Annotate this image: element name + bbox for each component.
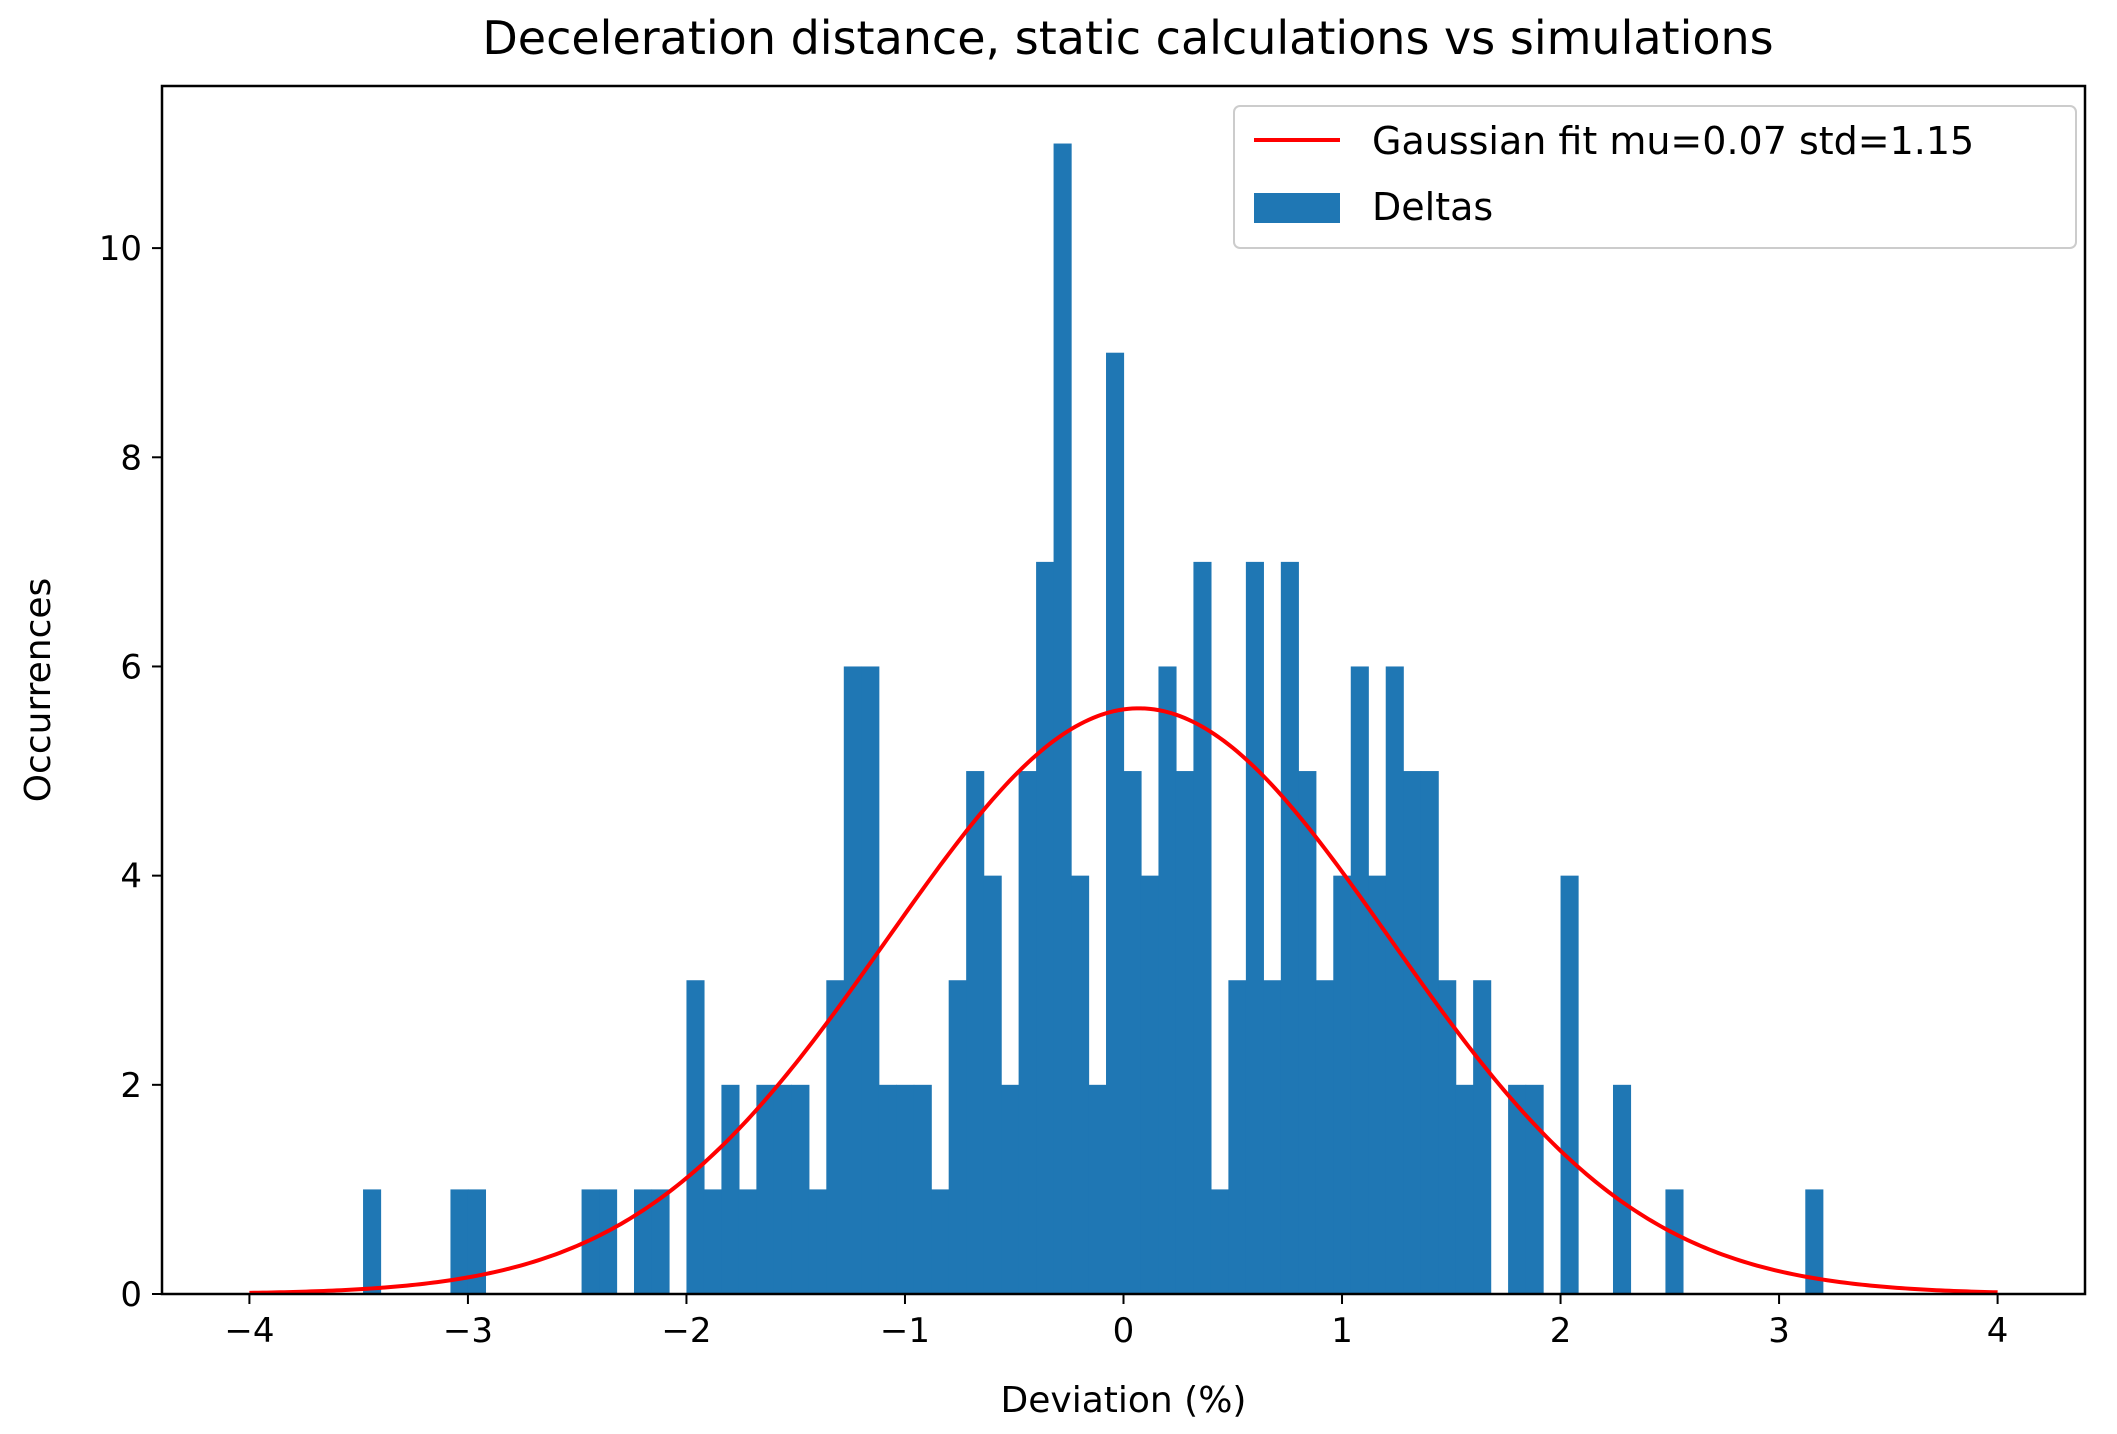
histogram-bar <box>861 666 880 1294</box>
y-tick-label: 6 <box>120 647 142 687</box>
histogram-bar <box>1612 1084 1632 1294</box>
gaussian-fit-line <box>249 706 1998 1295</box>
histogram-bar <box>599 1189 618 1294</box>
y-tick-label: 8 <box>120 438 142 478</box>
histogram-bar <box>1350 666 1369 1294</box>
histogram-bar <box>983 875 1002 1294</box>
histogram-bar <box>826 980 845 1294</box>
x-tick-label: 3 <box>1768 1311 1790 1351</box>
histogram-bar <box>1071 875 1090 1294</box>
histogram-bar <box>1018 771 1037 1294</box>
histogram-bar <box>1508 1084 1527 1294</box>
histogram-bar <box>896 1084 915 1294</box>
legend-deltas-swatch <box>1254 193 1340 223</box>
histogram-bar <box>1088 1084 1107 1294</box>
y-tick-label: 4 <box>120 857 142 897</box>
histogram-bar <box>1560 875 1579 1294</box>
histogram-bar <box>1298 771 1317 1294</box>
histogram-bar <box>966 771 985 1294</box>
legend-box <box>1233 105 2077 249</box>
histogram-bar <box>1123 771 1142 1294</box>
histogram-bar <box>1438 980 1457 1294</box>
x-axis-ticks: −4 −3 −2 −1 0 1 2 3 4 <box>224 1294 2008 1351</box>
y-tick-label: 2 <box>120 1066 142 1106</box>
histogram-bar <box>1403 771 1422 1294</box>
histogram-bar <box>721 1084 740 1294</box>
histogram-bar <box>363 1189 382 1294</box>
chart-title: Deceleration distance, static calculatio… <box>482 11 1773 65</box>
histogram-bar <box>1473 980 1492 1294</box>
histogram-bar <box>1665 1189 1684 1294</box>
histogram-bar <box>1175 771 1195 1294</box>
x-axis-label: Deviation (%) <box>1001 1380 1247 1421</box>
histogram-bar <box>808 1189 827 1294</box>
histogram-bars <box>363 143 1824 1294</box>
histogram-bar <box>1106 352 1125 1294</box>
histogram-bar <box>1385 666 1404 1294</box>
histogram-bar <box>467 1189 487 1294</box>
histogram-bar <box>1158 666 1177 1294</box>
histogram-bar <box>738 1189 757 1294</box>
histogram-bar <box>1315 980 1334 1294</box>
histogram-bar <box>1193 561 1212 1294</box>
histogram-bar <box>1525 1084 1544 1294</box>
histogram-bar <box>1368 875 1387 1294</box>
legend-fit-label: Gaussian fit mu=0.07 std=1.15 <box>1372 119 1974 163</box>
legend: Gaussian fit mu=0.07 std=1.15 Deltas <box>1233 105 2077 249</box>
histogram-bar <box>1805 1189 1824 1294</box>
y-axis-label: Occurrences <box>18 578 59 803</box>
histogram-bar <box>703 1189 723 1294</box>
histogram-bar <box>651 1189 670 1294</box>
histogram-bar <box>1280 561 1299 1294</box>
x-tick-label: −2 <box>661 1311 711 1351</box>
x-tick-label: 4 <box>1987 1311 2009 1351</box>
legend-deltas-label: Deltas <box>1372 185 1493 229</box>
x-tick-label: −4 <box>224 1311 274 1351</box>
histogram-bar <box>1210 1189 1229 1294</box>
histogram-bar <box>913 1084 932 1294</box>
x-tick-label: 2 <box>1550 1311 1572 1351</box>
histogram-bar <box>843 666 862 1294</box>
histogram-bar <box>948 980 967 1294</box>
histogram-bar <box>1001 1084 1020 1294</box>
histogram-bar <box>1228 980 1247 1294</box>
x-tick-label: −3 <box>443 1311 493 1351</box>
histogram-bar <box>1333 875 1352 1294</box>
y-tick-label: 0 <box>120 1275 142 1315</box>
histogram-bar <box>1036 561 1055 1294</box>
histogram-bar <box>878 1084 897 1294</box>
histogram-bar <box>1140 875 1160 1294</box>
histogram-bar <box>1053 143 1072 1294</box>
histogram-bar <box>1245 561 1264 1294</box>
histogram-bar <box>1455 1084 1474 1294</box>
y-axis-ticks: 0 2 4 6 8 10 <box>99 229 162 1315</box>
histogram-bar <box>686 980 705 1294</box>
x-tick-label: 1 <box>1331 1311 1353 1351</box>
histogram-bar <box>1263 980 1282 1294</box>
histogram-bar <box>756 1084 775 1294</box>
x-tick-label: 0 <box>1113 1311 1135 1351</box>
histogram-bar <box>931 1189 950 1294</box>
x-tick-label: −1 <box>880 1311 930 1351</box>
histogram-bar <box>450 1189 469 1294</box>
histogram-bar <box>791 1084 810 1294</box>
y-tick-label: 10 <box>99 229 142 269</box>
histogram-bar <box>773 1084 792 1294</box>
histogram-bar <box>1420 771 1439 1294</box>
